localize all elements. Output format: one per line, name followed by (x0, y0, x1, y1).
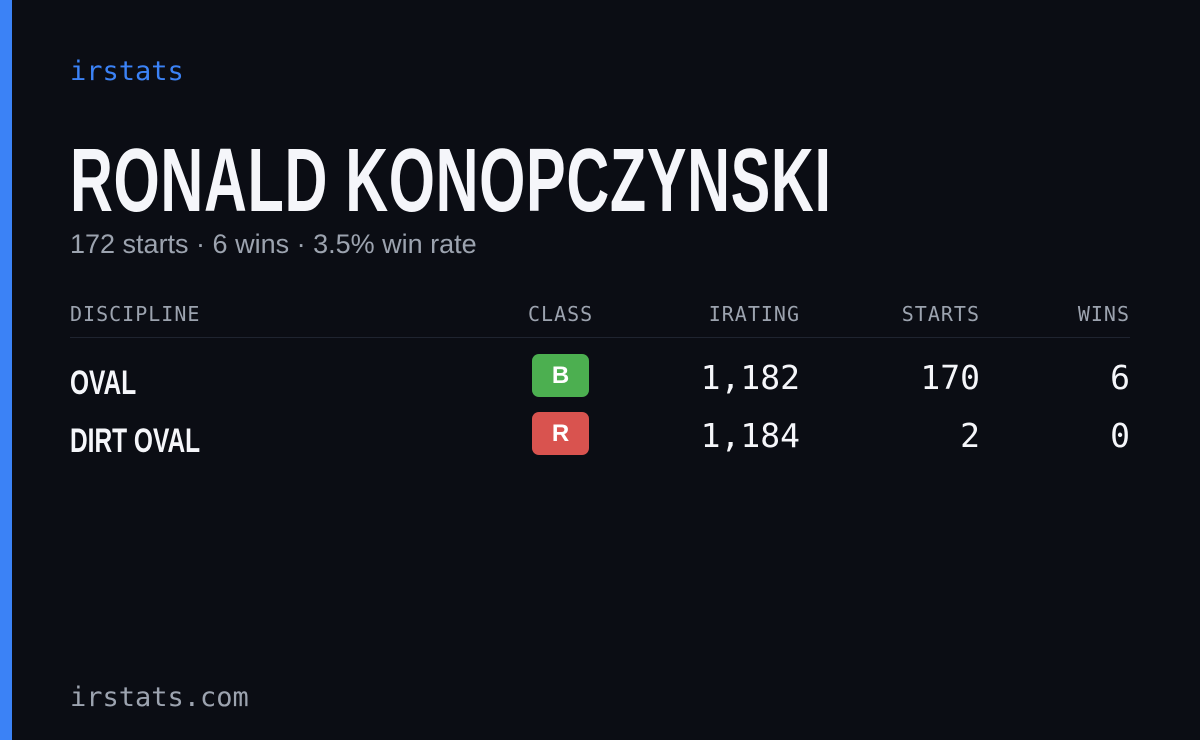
class-badge: B (532, 354, 589, 397)
irating: 1,182 (700, 358, 800, 397)
column-header: STARTS (901, 302, 980, 326)
wins: 0 (1110, 416, 1130, 455)
irating: 1,184 (700, 416, 800, 455)
discipline: DIRT OVAL (70, 422, 201, 460)
starts: 2 (960, 416, 980, 455)
discipline: OVAL (70, 364, 137, 402)
driver-name: RONALD KONOPCZYNSKI (70, 131, 832, 231)
footer: irstats.com (70, 682, 249, 713)
starts: 170 (920, 358, 980, 397)
class-badge: R (532, 412, 589, 455)
brand: irstats (70, 56, 184, 87)
accent-bar (0, 0, 12, 740)
column-header: DISCIPLINE (70, 302, 201, 326)
column-header: CLASS (528, 302, 594, 326)
wins: 6 (1110, 358, 1130, 397)
column-header: IRATING (708, 302, 800, 326)
divider (70, 337, 1130, 338)
driver-summary: 172 starts · 6 wins · 3.5% win rate (70, 229, 477, 259)
column-header: WINS (1077, 302, 1130, 326)
